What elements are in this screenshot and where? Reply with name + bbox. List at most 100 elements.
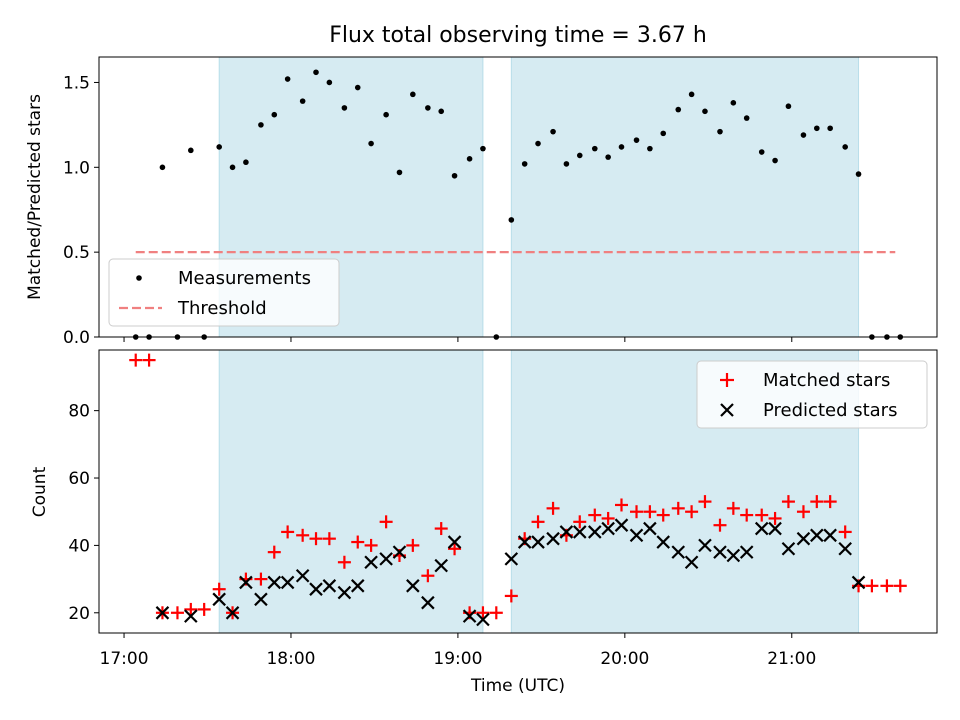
matched-stars-point xyxy=(573,515,587,529)
predicted-stars-point xyxy=(739,545,754,559)
predicted-stars-point xyxy=(295,568,310,583)
predicted-stars-point xyxy=(212,592,226,607)
x-tick-label: 17:00 xyxy=(100,649,149,669)
measurement-point xyxy=(717,128,723,135)
matched-stars-point xyxy=(212,582,226,596)
measurement-point xyxy=(785,103,792,110)
measurement-point xyxy=(159,164,166,171)
matched-stars-point xyxy=(184,602,198,616)
measurement-point xyxy=(410,91,416,98)
matched-stars-point xyxy=(865,579,879,593)
measurement-point xyxy=(216,144,222,150)
measurement-point xyxy=(702,108,708,115)
bottom-plot-frame xyxy=(98,349,938,634)
legend-matched-label: Matched stars xyxy=(763,370,890,391)
top-y-tick-label: 0.0 xyxy=(63,328,90,348)
matched-stars-point xyxy=(267,545,281,559)
legend-predicted-label: Predicted stars xyxy=(763,400,897,421)
top-y-axis-label: Matched/Predicted stars xyxy=(25,94,45,300)
matched-stars-point xyxy=(796,505,810,519)
top-y-tick-label: 1.0 xyxy=(63,158,90,178)
predicted-stars-point xyxy=(643,521,657,536)
predicted-stars-point xyxy=(601,521,615,536)
chart-title: Flux total observing time = 3.67 h xyxy=(329,23,707,48)
predicted-stars-point xyxy=(225,606,240,620)
matched-stars-point xyxy=(504,589,518,603)
legend-predicted-marker xyxy=(720,403,734,417)
predicted-stars-point xyxy=(280,575,295,590)
bottom-y-tick-label: 80 xyxy=(68,402,90,422)
predicted-stars-point xyxy=(614,518,629,532)
measurement-point xyxy=(842,144,848,150)
matched-stars-point xyxy=(351,535,365,549)
measurement-point xyxy=(438,108,445,115)
top-legend-box xyxy=(108,258,340,327)
predicted-stars-point xyxy=(713,545,727,559)
measurement-point xyxy=(383,111,389,118)
top-legend: Measurements Threshold xyxy=(108,258,340,327)
measurement-point xyxy=(354,84,361,91)
measurement-point xyxy=(758,149,765,155)
legend-measurements-label: Measurements xyxy=(178,268,311,289)
observing-window-band xyxy=(218,349,484,634)
measurement-point xyxy=(243,159,249,166)
measurement-point xyxy=(396,169,403,176)
matched-stars-point xyxy=(740,508,754,522)
measurement-point xyxy=(814,125,820,132)
measurement-point xyxy=(535,140,541,147)
measurement-point xyxy=(284,76,291,82)
predicted-stars-point xyxy=(350,579,365,593)
measurement-point xyxy=(647,145,653,152)
predicted-stars-point xyxy=(629,528,644,543)
predicted-stars-point xyxy=(684,555,699,570)
measurement-point xyxy=(508,217,515,223)
measurement-point xyxy=(576,152,583,159)
top-plot-frame xyxy=(98,56,938,338)
matched-stars-point xyxy=(643,505,657,519)
matched-stars-point xyxy=(254,572,268,586)
matched-stars-point xyxy=(364,538,378,552)
measurement-point xyxy=(800,132,807,138)
predicted-stars-point xyxy=(309,582,323,596)
measurement-point xyxy=(827,125,833,132)
predicted-stars-point xyxy=(838,541,852,556)
measurement-point xyxy=(743,115,750,121)
predicted-stars-point xyxy=(406,579,420,593)
predicted-stars-point xyxy=(656,535,671,549)
matched-stars-point xyxy=(406,538,420,552)
predicted-stars-point xyxy=(337,585,352,600)
matched-stars-point xyxy=(434,522,448,536)
predicted-stars-point xyxy=(698,538,712,553)
measurement-point xyxy=(633,137,640,143)
measurement-point xyxy=(368,140,374,147)
predicted-stars-point xyxy=(546,531,560,546)
predicted-stars-point xyxy=(462,609,477,623)
predicted-stars-point xyxy=(823,528,837,543)
predicted-stars-point xyxy=(559,525,574,539)
matched-stars-point xyxy=(698,495,712,509)
observing-window-band xyxy=(510,56,860,338)
matched-stars-point xyxy=(531,515,545,529)
predicted-stars-point xyxy=(768,521,782,536)
measurement-point xyxy=(591,145,598,152)
measurement-point xyxy=(675,106,682,113)
bottom-y-tick-label: 60 xyxy=(68,469,90,489)
matched-stars-point xyxy=(379,515,393,529)
matched-stars-point xyxy=(322,532,336,546)
matched-stars-point xyxy=(309,532,323,546)
measurement-point xyxy=(563,161,570,167)
matched-stars-point xyxy=(614,498,628,512)
matched-stars-point xyxy=(768,511,782,525)
bottom-y-tick-label: 40 xyxy=(68,536,90,556)
bottom-legend-box xyxy=(696,360,928,429)
measurement-point xyxy=(271,111,278,118)
measurement-point xyxy=(480,145,486,152)
measurement-point xyxy=(188,147,194,154)
measurement-point xyxy=(425,105,431,111)
predicted-stars-point xyxy=(810,528,824,543)
predicted-stars-point xyxy=(781,541,796,556)
matched-stars-point xyxy=(685,505,699,519)
matched-stars-point xyxy=(489,606,503,620)
top-y-tick-label: 1.5 xyxy=(63,73,90,93)
predicted-stars-point xyxy=(754,521,769,536)
